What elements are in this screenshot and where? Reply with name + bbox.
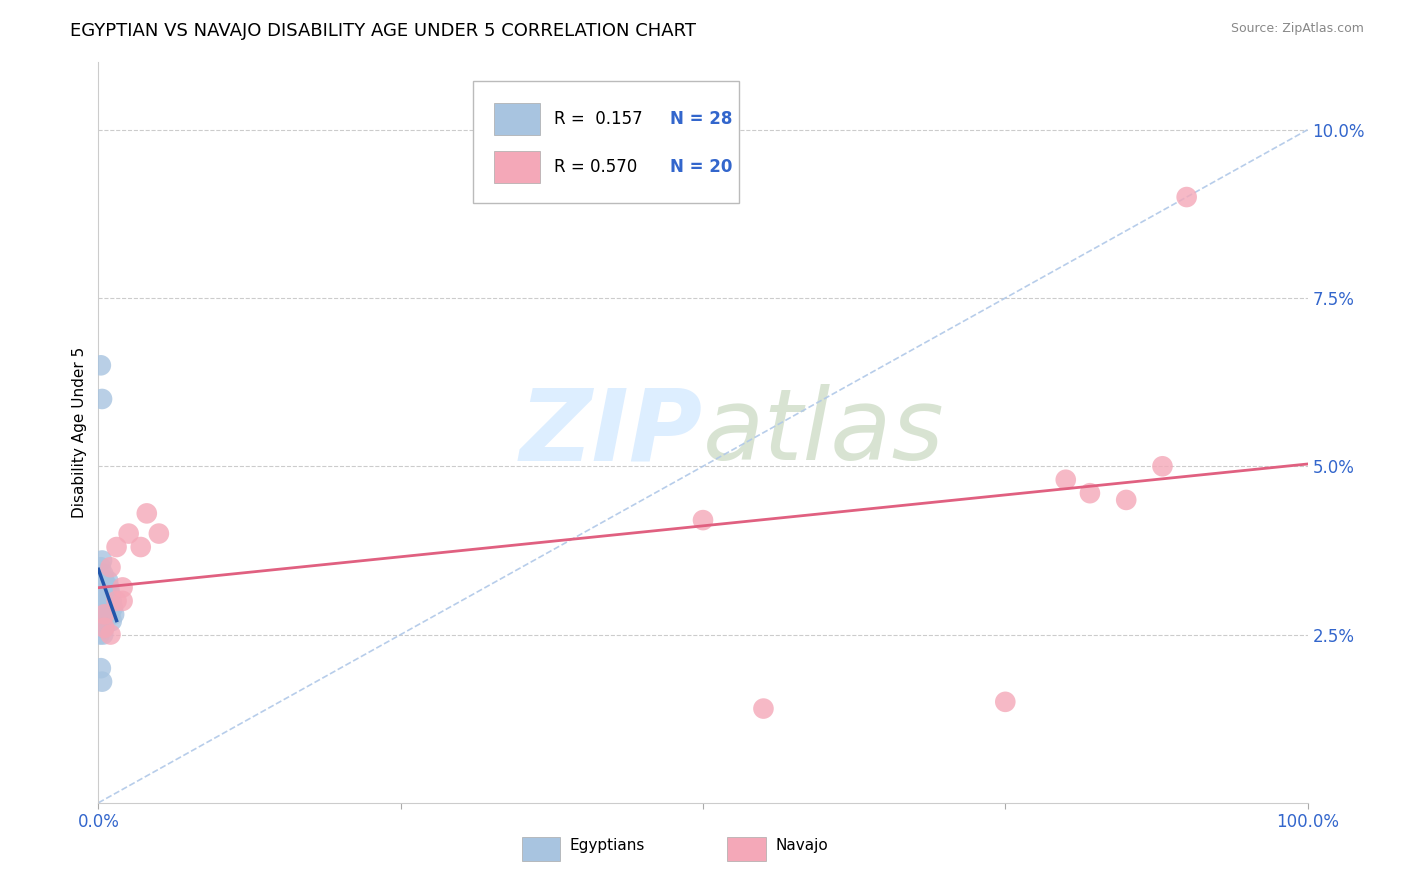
Point [1115, 492, 1137, 507]
Text: N = 20: N = 20 [671, 158, 733, 177]
Point [100, 627, 122, 641]
FancyBboxPatch shape [474, 81, 740, 203]
Point [93, 594, 115, 608]
Point [93, 607, 115, 622]
Text: N = 28: N = 28 [671, 110, 733, 128]
Point [101, 600, 124, 615]
Point [148, 526, 170, 541]
Point [1152, 459, 1174, 474]
Point [100, 607, 122, 622]
Point [111, 581, 134, 595]
Point [90, 661, 112, 675]
Point [91, 566, 114, 581]
Point [91, 553, 114, 567]
Point [91, 392, 114, 406]
FancyBboxPatch shape [522, 837, 561, 861]
Point [93, 574, 115, 588]
Text: R =  0.157: R = 0.157 [554, 110, 643, 128]
Point [118, 526, 141, 541]
Point [91, 674, 114, 689]
Point [91, 627, 114, 641]
Point [90, 560, 112, 574]
Point [103, 607, 125, 622]
Point [89, 627, 111, 641]
Point [752, 701, 775, 715]
Point [111, 594, 134, 608]
Point [96, 581, 118, 595]
Text: Egyptians: Egyptians [569, 838, 645, 854]
Point [94, 587, 117, 601]
Point [100, 614, 122, 628]
Point [692, 513, 714, 527]
Point [100, 560, 122, 574]
Text: R = 0.570: R = 0.570 [554, 158, 637, 177]
Point [97, 574, 120, 588]
Text: Navajo: Navajo [776, 838, 828, 854]
Point [94, 581, 117, 595]
FancyBboxPatch shape [494, 152, 540, 184]
Point [96, 587, 118, 601]
Point [97, 594, 120, 608]
Point [105, 540, 128, 554]
FancyBboxPatch shape [727, 837, 766, 861]
Point [129, 540, 152, 554]
Point [98, 581, 121, 595]
Point [1175, 190, 1198, 204]
Text: EGYPTIAN VS NAVAJO DISABILITY AGE UNDER 5 CORRELATION CHART: EGYPTIAN VS NAVAJO DISABILITY AGE UNDER … [70, 22, 696, 40]
Text: atlas: atlas [703, 384, 945, 481]
Point [98, 600, 121, 615]
Point [100, 594, 122, 608]
Point [91, 614, 114, 628]
Point [105, 594, 128, 608]
Point [93, 621, 115, 635]
Point [994, 695, 1017, 709]
Point [90, 359, 112, 373]
Y-axis label: Disability Age Under 5: Disability Age Under 5 [72, 347, 87, 518]
Text: ZIP: ZIP [520, 384, 703, 481]
Point [135, 507, 157, 521]
Point [91, 607, 114, 622]
Point [1078, 486, 1101, 500]
Text: Source: ZipAtlas.com: Source: ZipAtlas.com [1230, 22, 1364, 36]
Point [100, 587, 122, 601]
Point [90, 621, 112, 635]
Point [1054, 473, 1077, 487]
FancyBboxPatch shape [494, 103, 540, 136]
